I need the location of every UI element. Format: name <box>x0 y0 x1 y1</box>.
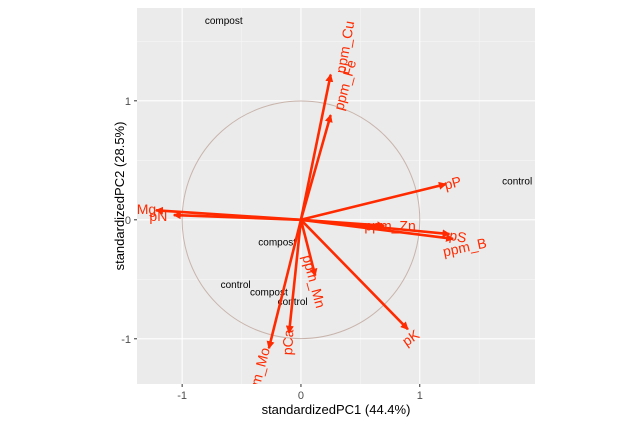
loading-arrow <box>172 211 302 222</box>
minor-gridlines <box>137 8 535 384</box>
loading-arrow <box>299 219 318 277</box>
observation-label: control <box>502 177 532 188</box>
x-axis-ticks: -1 0 1 <box>177 384 423 402</box>
loading-arrow <box>300 218 409 331</box>
loading-arrow <box>300 218 455 242</box>
loading-label: ppm_Zn <box>364 218 415 234</box>
loading-arrow <box>300 181 447 222</box>
x-tick-label: 0 <box>298 390 304 402</box>
loading-arrow <box>299 73 334 221</box>
x-axis-title: standardizedPC1 (44.4%) <box>262 402 411 417</box>
x-tick-label: 1 <box>417 390 423 402</box>
loading-label: Mg <box>137 201 156 217</box>
loading-label: pCa <box>279 329 296 356</box>
loading-arrow <box>299 114 333 221</box>
loading-arrow <box>266 219 303 350</box>
loading-label: pN <box>149 208 167 224</box>
major-gridlines <box>137 8 535 384</box>
loading-label: pP <box>442 173 463 193</box>
y-axis-ticks: -1 0 1 <box>121 96 137 346</box>
observation-label: compost <box>258 237 296 248</box>
plot-panel <box>137 8 535 384</box>
loading-arrow <box>285 219 303 334</box>
y-tick-label: 0 <box>125 215 131 227</box>
observation-label: control <box>221 280 251 291</box>
x-tick-label: -1 <box>177 390 187 402</box>
correlation-circle <box>181 100 421 340</box>
y-tick-label: -1 <box>121 334 131 346</box>
loading-label: pS <box>448 227 468 246</box>
observation-label: compost <box>250 287 288 298</box>
observation-label: compost <box>205 16 243 27</box>
y-axis-title: standardizedPC2 (28.5%) <box>112 122 127 271</box>
y-tick-label: 1 <box>125 96 131 108</box>
loading-arrows <box>155 73 455 350</box>
